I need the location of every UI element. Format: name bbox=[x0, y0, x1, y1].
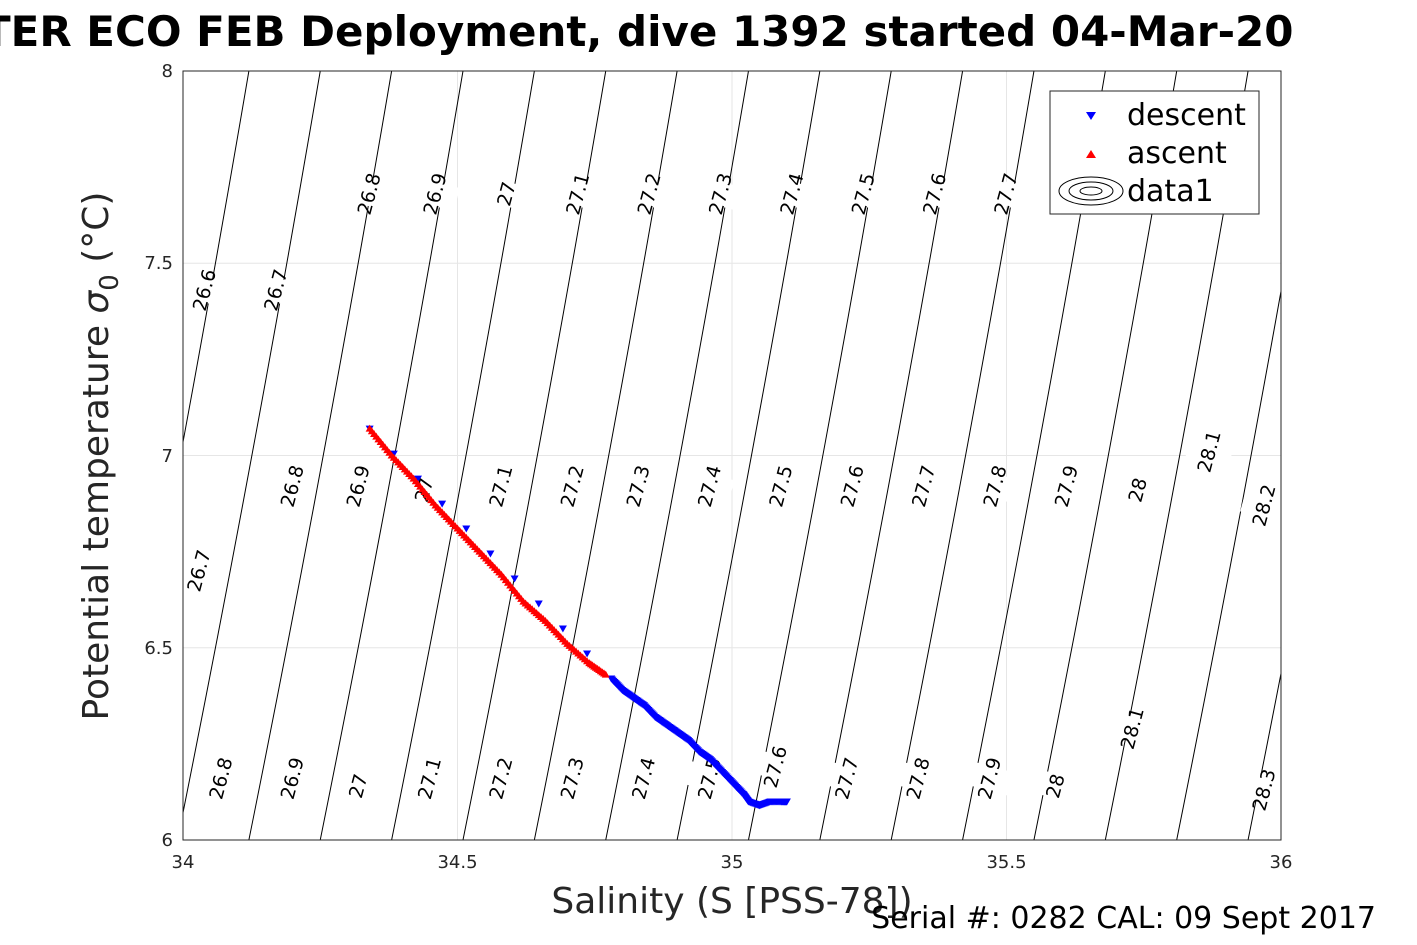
x-axis-label: Salinity (S [PSS-78]) bbox=[551, 881, 912, 922]
footer-serial-cal: Serial #: 0282 CAL: 09 Sept 2017 bbox=[871, 901, 1376, 936]
contour-label-bg bbox=[405, 761, 455, 796]
contour-label-bg bbox=[548, 761, 598, 796]
data-point-descent bbox=[782, 798, 791, 806]
contour-label-bg bbox=[971, 468, 1020, 504]
contour-label-bg bbox=[751, 749, 801, 785]
contour-label-bg bbox=[828, 468, 878, 504]
contour-label-bg bbox=[1240, 488, 1289, 523]
x-tick-label: 36 bbox=[1270, 852, 1293, 873]
contour-label-bg bbox=[334, 468, 384, 504]
contour-label-bg bbox=[839, 176, 889, 212]
isopycnal-line bbox=[1391, 71, 1417, 840]
contour-label-bg bbox=[477, 468, 526, 504]
contour-label-bg bbox=[1042, 468, 1092, 504]
legend-marker-ascent bbox=[1086, 150, 1096, 158]
isopycnal-line bbox=[819, 71, 964, 840]
legend-label-ascent: ascent bbox=[1127, 136, 1227, 171]
chart-title: TER ECO FEB Deployment, dive 1392 starte… bbox=[0, 7, 1293, 56]
y-axis-label-sub: 0 bbox=[95, 274, 125, 291]
isopycnal-line bbox=[391, 71, 535, 840]
contour-label-bg bbox=[334, 768, 384, 804]
isopycnal-line bbox=[1247, 670, 1281, 840]
contour-label-bg bbox=[553, 176, 603, 212]
contour-label-bg bbox=[411, 176, 460, 212]
contour-label-bg bbox=[965, 761, 1015, 796]
legend-label-descent: descent bbox=[1127, 98, 1246, 133]
isopycnal-line bbox=[462, 71, 607, 840]
contour-label-bg bbox=[548, 468, 598, 504]
data-point-descent bbox=[558, 625, 567, 633]
contour-label-bg bbox=[1240, 772, 1289, 808]
isopycnal-line bbox=[676, 71, 821, 840]
y-tick-label: 7.5 bbox=[144, 253, 173, 274]
legend-box bbox=[1049, 90, 1260, 215]
contour-label-bg bbox=[251, 272, 301, 308]
contour-label-bg bbox=[619, 761, 669, 796]
data-point-descent bbox=[534, 600, 543, 608]
isopycnal-line bbox=[605, 71, 749, 840]
plot-frame bbox=[182, 70, 1282, 841]
y-axis-label-unit: (°C) bbox=[76, 192, 117, 275]
legend: descent ascent data1 bbox=[1049, 90, 1260, 215]
contour-label-bg bbox=[899, 468, 949, 504]
data-point-descent bbox=[486, 550, 495, 558]
contour-label-bg bbox=[614, 468, 664, 504]
isopycnal-line bbox=[890, 71, 1035, 840]
contour-label-bg bbox=[268, 761, 318, 796]
y-axis-label-sigma: σ bbox=[76, 290, 117, 314]
isopycnal-line bbox=[747, 71, 892, 840]
y-axis-label-group: Potential temperature σ0 (°C) bbox=[76, 192, 125, 721]
isopycnal-line bbox=[533, 71, 678, 840]
data-point-descent bbox=[462, 525, 471, 533]
density-contours bbox=[0, 71, 1417, 840]
contour-label-bg bbox=[268, 468, 318, 504]
data-point-descent bbox=[413, 475, 422, 483]
contour-label-bg bbox=[757, 468, 806, 504]
isopycnal-line bbox=[183, 71, 321, 816]
contour-label-bg bbox=[696, 176, 746, 212]
isopycnal-line bbox=[1176, 288, 1281, 840]
contour-label-bg bbox=[180, 272, 230, 308]
contour-label-bg bbox=[625, 176, 675, 212]
contour-label-bg bbox=[345, 176, 395, 212]
contour-label-bg bbox=[1108, 711, 1158, 746]
x-tick-label: 35.5 bbox=[986, 852, 1026, 873]
contour-label-bg bbox=[197, 761, 246, 796]
contour-label-bg bbox=[685, 468, 735, 504]
data-point-descent bbox=[438, 500, 447, 508]
legend-marker-data1 bbox=[1058, 176, 1124, 206]
y-tick-label: 6.5 bbox=[144, 638, 173, 659]
y-axis-label-main: Potential temperature bbox=[76, 314, 117, 721]
contour-label-bg bbox=[1113, 472, 1163, 508]
x-tick-label: 34 bbox=[172, 852, 195, 873]
contour-label-bg bbox=[175, 553, 224, 589]
contour-label-bg bbox=[477, 761, 526, 796]
isopycnal-line bbox=[248, 71, 393, 840]
contour-label-bg bbox=[768, 176, 817, 212]
data-point-descent bbox=[583, 650, 592, 658]
y-axis-label: Potential temperature σ0 (°C) bbox=[76, 192, 125, 721]
contour-label-bg bbox=[822, 761, 872, 796]
series-descent bbox=[365, 425, 791, 810]
isopycnal-line bbox=[183, 71, 250, 445]
y-tick-label: 8 bbox=[162, 61, 173, 82]
x-tick-label: 35 bbox=[721, 852, 744, 873]
contour-label-bg bbox=[482, 176, 532, 212]
y-tick-label: 7 bbox=[162, 446, 173, 467]
contour-label-bg bbox=[982, 176, 1031, 212]
contour-label-bg bbox=[894, 761, 944, 796]
data-point-descent bbox=[510, 575, 519, 583]
legend-marker-descent bbox=[1086, 112, 1096, 120]
isopycnal-line bbox=[0, 71, 35, 840]
isopycnal-line bbox=[1319, 71, 1417, 840]
y-tick-label: 6 bbox=[162, 830, 173, 851]
series-ascent bbox=[365, 424, 610, 678]
contour-label-bg bbox=[1185, 434, 1234, 469]
legend-label-data1: data1 bbox=[1127, 174, 1214, 209]
data-point-ascent bbox=[601, 670, 610, 678]
contour-label-bg bbox=[910, 176, 960, 212]
contour-label-bg bbox=[1031, 768, 1081, 804]
x-tick-label: 34.5 bbox=[437, 852, 477, 873]
